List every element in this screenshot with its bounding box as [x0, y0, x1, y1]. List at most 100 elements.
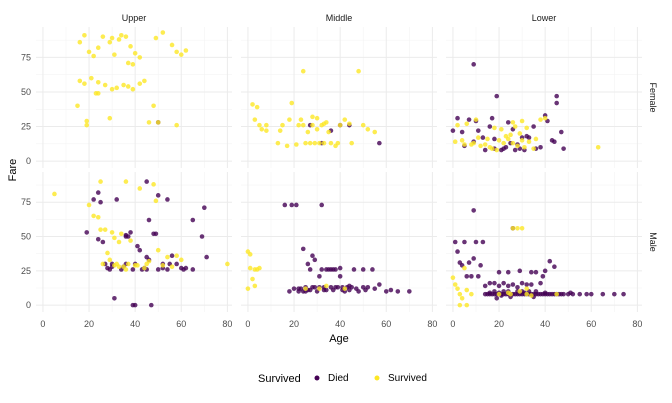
point-survived	[464, 287, 470, 293]
facet-label-lower: Lower	[532, 13, 557, 23]
point-survived	[303, 140, 308, 146]
point-survived	[471, 140, 476, 146]
point-survived	[95, 45, 101, 51]
point-died	[183, 265, 189, 271]
point-survived	[95, 79, 101, 85]
point-died	[204, 254, 209, 260]
point-survived	[310, 122, 315, 128]
point-died	[132, 302, 138, 308]
point-survived	[128, 44, 133, 49]
point-died	[501, 289, 506, 294]
x-tick-label: 0	[450, 319, 455, 329]
point-died	[612, 291, 617, 297]
point-survived	[510, 120, 516, 125]
point-died	[135, 243, 140, 249]
point-survived	[317, 286, 322, 291]
point-survived	[515, 225, 520, 231]
point-survived	[459, 138, 465, 143]
point-died	[100, 239, 106, 245]
point-survived	[86, 202, 92, 208]
point-died	[335, 284, 341, 290]
legend-title: Survived	[258, 373, 301, 385]
point-died	[466, 117, 472, 122]
point-died	[321, 287, 327, 293]
point-survived	[307, 140, 313, 146]
point-died	[337, 265, 343, 271]
point-survived	[155, 120, 161, 125]
point-survived	[310, 114, 315, 120]
point-died	[538, 144, 543, 150]
x-axis-title: Age	[329, 333, 349, 345]
point-survived	[542, 115, 548, 121]
point-survived	[349, 140, 354, 146]
point-died	[112, 295, 117, 301]
point-died	[310, 253, 315, 259]
point-died	[383, 289, 389, 294]
point-survived	[519, 118, 525, 124]
point-survived	[505, 136, 511, 142]
point-survived	[137, 186, 143, 191]
x-tick-label: 80	[427, 319, 437, 329]
point-died	[505, 269, 511, 275]
point-died	[146, 217, 152, 223]
point-died	[517, 268, 523, 274]
point-died	[570, 291, 576, 297]
point-died	[561, 291, 566, 297]
point-survived	[102, 82, 108, 88]
point-survived	[75, 103, 80, 109]
point-died	[155, 193, 161, 198]
point-survived	[100, 261, 106, 267]
point-survived	[473, 117, 479, 122]
point-died	[512, 147, 518, 153]
point-died	[542, 268, 548, 274]
point-survived	[174, 253, 179, 259]
panel-upper-male	[36, 172, 232, 312]
point-died	[554, 93, 559, 99]
x-tick-label: 80	[632, 319, 642, 329]
point-survived	[169, 264, 175, 270]
point-survived	[280, 122, 285, 128]
point-died	[377, 140, 382, 146]
point-survived	[121, 82, 126, 88]
point-survived	[174, 49, 179, 55]
point-died	[542, 290, 548, 296]
point-died	[552, 264, 557, 270]
point-died	[95, 190, 101, 195]
point-survived	[130, 62, 136, 67]
x-tick-label: 40	[130, 319, 140, 329]
point-died	[519, 280, 525, 286]
point-died	[492, 136, 497, 142]
point-died	[328, 267, 334, 272]
legend-key-died	[314, 375, 320, 381]
point-died	[377, 282, 382, 287]
point-survived	[538, 117, 543, 122]
point-survived	[492, 125, 497, 131]
point-died	[291, 286, 297, 291]
point-survived	[457, 302, 463, 308]
point-survived	[452, 282, 458, 287]
point-survived	[165, 254, 170, 260]
point-survived	[303, 286, 308, 291]
point-died	[462, 239, 467, 245]
point-survived	[169, 42, 175, 48]
point-died	[296, 286, 301, 291]
point-survived	[321, 121, 327, 127]
panel-middle-female	[241, 27, 437, 168]
point-died	[137, 247, 143, 253]
point-died	[312, 284, 318, 290]
point-survived	[510, 140, 516, 146]
point-survived	[95, 214, 101, 220]
point-died	[148, 302, 154, 308]
point-died	[312, 257, 318, 263]
point-survived	[300, 68, 306, 74]
point-died	[395, 289, 401, 294]
point-died	[492, 280, 497, 286]
point-died	[558, 129, 564, 135]
point-died	[466, 260, 472, 265]
y-tick-label: 50	[21, 87, 31, 97]
point-died	[95, 236, 101, 242]
point-survived	[519, 225, 525, 231]
point-survived	[499, 126, 504, 132]
point-survived	[455, 122, 460, 128]
point-died	[459, 129, 465, 135]
